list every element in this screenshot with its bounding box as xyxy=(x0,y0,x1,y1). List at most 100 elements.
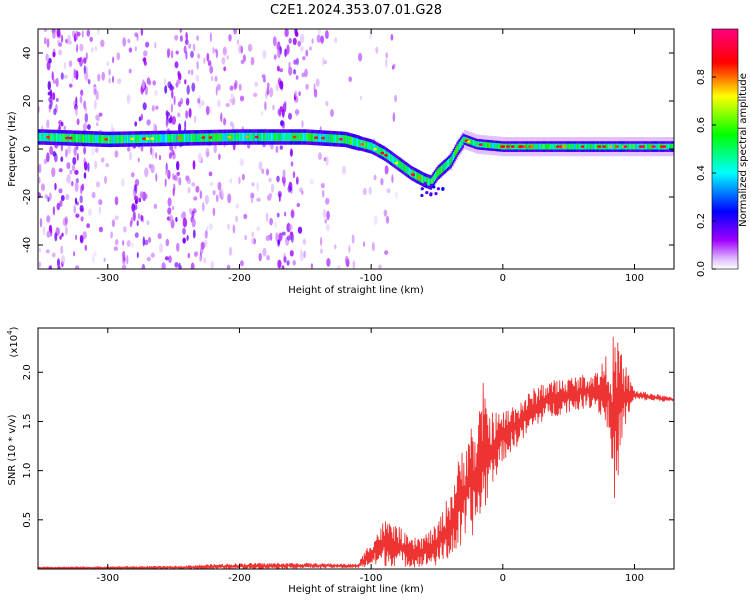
spectrogram-noise-cell xyxy=(239,158,244,167)
spectrogram-ridge-core xyxy=(141,134,143,143)
spectrogram-ridge-core xyxy=(156,134,159,143)
spectrogram-noise-cell xyxy=(292,260,296,266)
spectrogram-noise-cell xyxy=(363,241,366,247)
spectrogram-noise-cell xyxy=(274,221,277,229)
spectrogram-noise-cell xyxy=(137,157,140,163)
spectrogram-noise-cell xyxy=(43,37,47,45)
spectrogram-noise-cell xyxy=(295,57,299,66)
spectrogram-noise-cell xyxy=(71,180,74,187)
spectrogram-ridge-core xyxy=(271,132,274,142)
spectrogram-noise-cell xyxy=(188,208,193,214)
spectrogram-noise-cell xyxy=(97,29,100,36)
spectrogram-noise-cell xyxy=(294,90,298,97)
spectrogram-noise-cell xyxy=(296,203,300,207)
spectrogram-noise-cell xyxy=(82,123,88,130)
spectrogram-ridge-core xyxy=(83,134,85,143)
spectrogram-noise-cell xyxy=(142,102,147,111)
spectrogram-ridge-core xyxy=(429,178,431,187)
spectrogram-ridge-core xyxy=(442,164,444,173)
spectrogram-ridge-core xyxy=(296,132,298,142)
spectrogram-xlabel: Height of straight line (km) xyxy=(288,285,424,296)
spectrogram-noise-cell xyxy=(159,243,163,254)
snr-multiplier-base: (x10 xyxy=(9,335,20,358)
spectrogram-ridge-core xyxy=(422,175,424,184)
spectrogram-ridge-core xyxy=(547,143,550,150)
spectrogram-noise-cell xyxy=(67,145,72,154)
spectrogram-ridge-core xyxy=(74,134,77,143)
spectrogram-noise-cell xyxy=(75,265,80,269)
spectrogram-noise-cell xyxy=(39,217,43,228)
spectrogram-noise-cell xyxy=(251,182,255,187)
spectrogram-noise-cell xyxy=(126,240,131,247)
spectrogram-ridge-core xyxy=(129,134,131,144)
spectrogram-noise-cell xyxy=(275,145,279,154)
spectrogram-noise-cell xyxy=(131,203,136,212)
spectrogram-noise-cell xyxy=(98,112,103,117)
spectrogram-ridge-core xyxy=(163,134,166,143)
spectrogram-noise-cell xyxy=(143,50,148,57)
spectrogram-noise-cell xyxy=(92,254,95,263)
spectrogram-noise-cell xyxy=(171,90,174,99)
spectrogram-ridge-core xyxy=(347,135,349,145)
spectrogram-noise-cell xyxy=(49,145,53,155)
spectrogram-noise-cell xyxy=(129,220,133,228)
spectrogram-noise-cell xyxy=(112,56,115,64)
spectrogram-ridge-core xyxy=(250,132,252,142)
spectrogram-ridge-core xyxy=(495,143,497,149)
spectrogram-ridge-core xyxy=(85,134,87,143)
spectrogram-noise-cell xyxy=(150,164,155,174)
spectrogram-noise-cell xyxy=(71,164,76,172)
spectrogram-noise-cell xyxy=(188,69,191,75)
spectrogram-noise-cell xyxy=(302,56,306,61)
spectrogram-x-tick-label: -200 xyxy=(228,273,251,284)
spectrogram-noise-cell xyxy=(175,217,178,222)
spectrogram-noise-cell xyxy=(127,38,131,44)
spectrogram-noise-cell xyxy=(155,173,158,182)
spectrogram-ridge-core xyxy=(471,139,474,146)
snr-multiplier-exp: 4 xyxy=(6,330,14,335)
spectrogram-noise-cell xyxy=(188,108,192,118)
spectrogram-noise-cell xyxy=(168,152,172,159)
spectrogram-noise-cell xyxy=(38,247,42,253)
spectrogram-noise-cell xyxy=(277,48,281,59)
spectrogram-noise-cell xyxy=(239,260,244,267)
spectrogram-ridge-core xyxy=(58,133,60,142)
spectrogram-ridge-core xyxy=(343,135,346,144)
spectrogram-noise-cell xyxy=(182,237,186,244)
spectrogram-tail-cell xyxy=(420,193,424,198)
spectrogram-noise-cell xyxy=(76,118,80,126)
spectrogram-noise-cell xyxy=(238,176,241,185)
spectrogram-noise-cell xyxy=(157,233,162,240)
spectrogram-noise-cell xyxy=(52,51,56,58)
spectrogram-ridge-core xyxy=(631,143,634,150)
spectrogram-ridge-core xyxy=(113,135,116,144)
spectrogram-ridge-core xyxy=(328,134,330,143)
spectrogram-ridge-core xyxy=(286,132,289,142)
colorbar-gradient xyxy=(711,28,739,270)
spectrogram-noise-cell xyxy=(146,256,151,262)
snr-x-tick-label: 100 xyxy=(625,573,644,584)
spectrogram-ridge-core xyxy=(303,132,306,142)
spectrogram-noise-cell xyxy=(46,215,51,223)
spectrogram-noise-cell xyxy=(164,85,168,94)
spectrogram-ridge-core xyxy=(244,132,246,142)
spectrogram-ridge-core xyxy=(576,143,578,150)
spectrogram-ridge-core xyxy=(311,133,314,142)
spectrogram-noise-cell xyxy=(166,48,171,57)
spectrogram-noise-cell xyxy=(68,60,73,68)
spectrogram-noise-cell xyxy=(288,112,292,120)
spectrogram-ridge-core xyxy=(239,132,242,142)
spectrogram-ridge-core xyxy=(115,135,117,144)
spectrogram-noise-cell xyxy=(337,265,341,269)
spectrogram-noise-cell xyxy=(262,77,266,83)
spectrogram-ridge-core xyxy=(164,134,167,143)
spectrogram-noise-cell xyxy=(127,147,131,152)
spectrogram-noise-cell xyxy=(63,61,67,70)
spectrogram-noise-cell xyxy=(351,234,355,244)
spectrogram-ridge-core xyxy=(326,134,328,143)
spectrogram-ridge-core xyxy=(668,143,671,150)
spectrogram-ridge-core xyxy=(659,143,661,150)
spectrogram-ridge-core xyxy=(185,133,187,143)
spectrogram-noise-cell xyxy=(175,175,179,182)
spectrogram-noise-cell xyxy=(153,122,156,132)
